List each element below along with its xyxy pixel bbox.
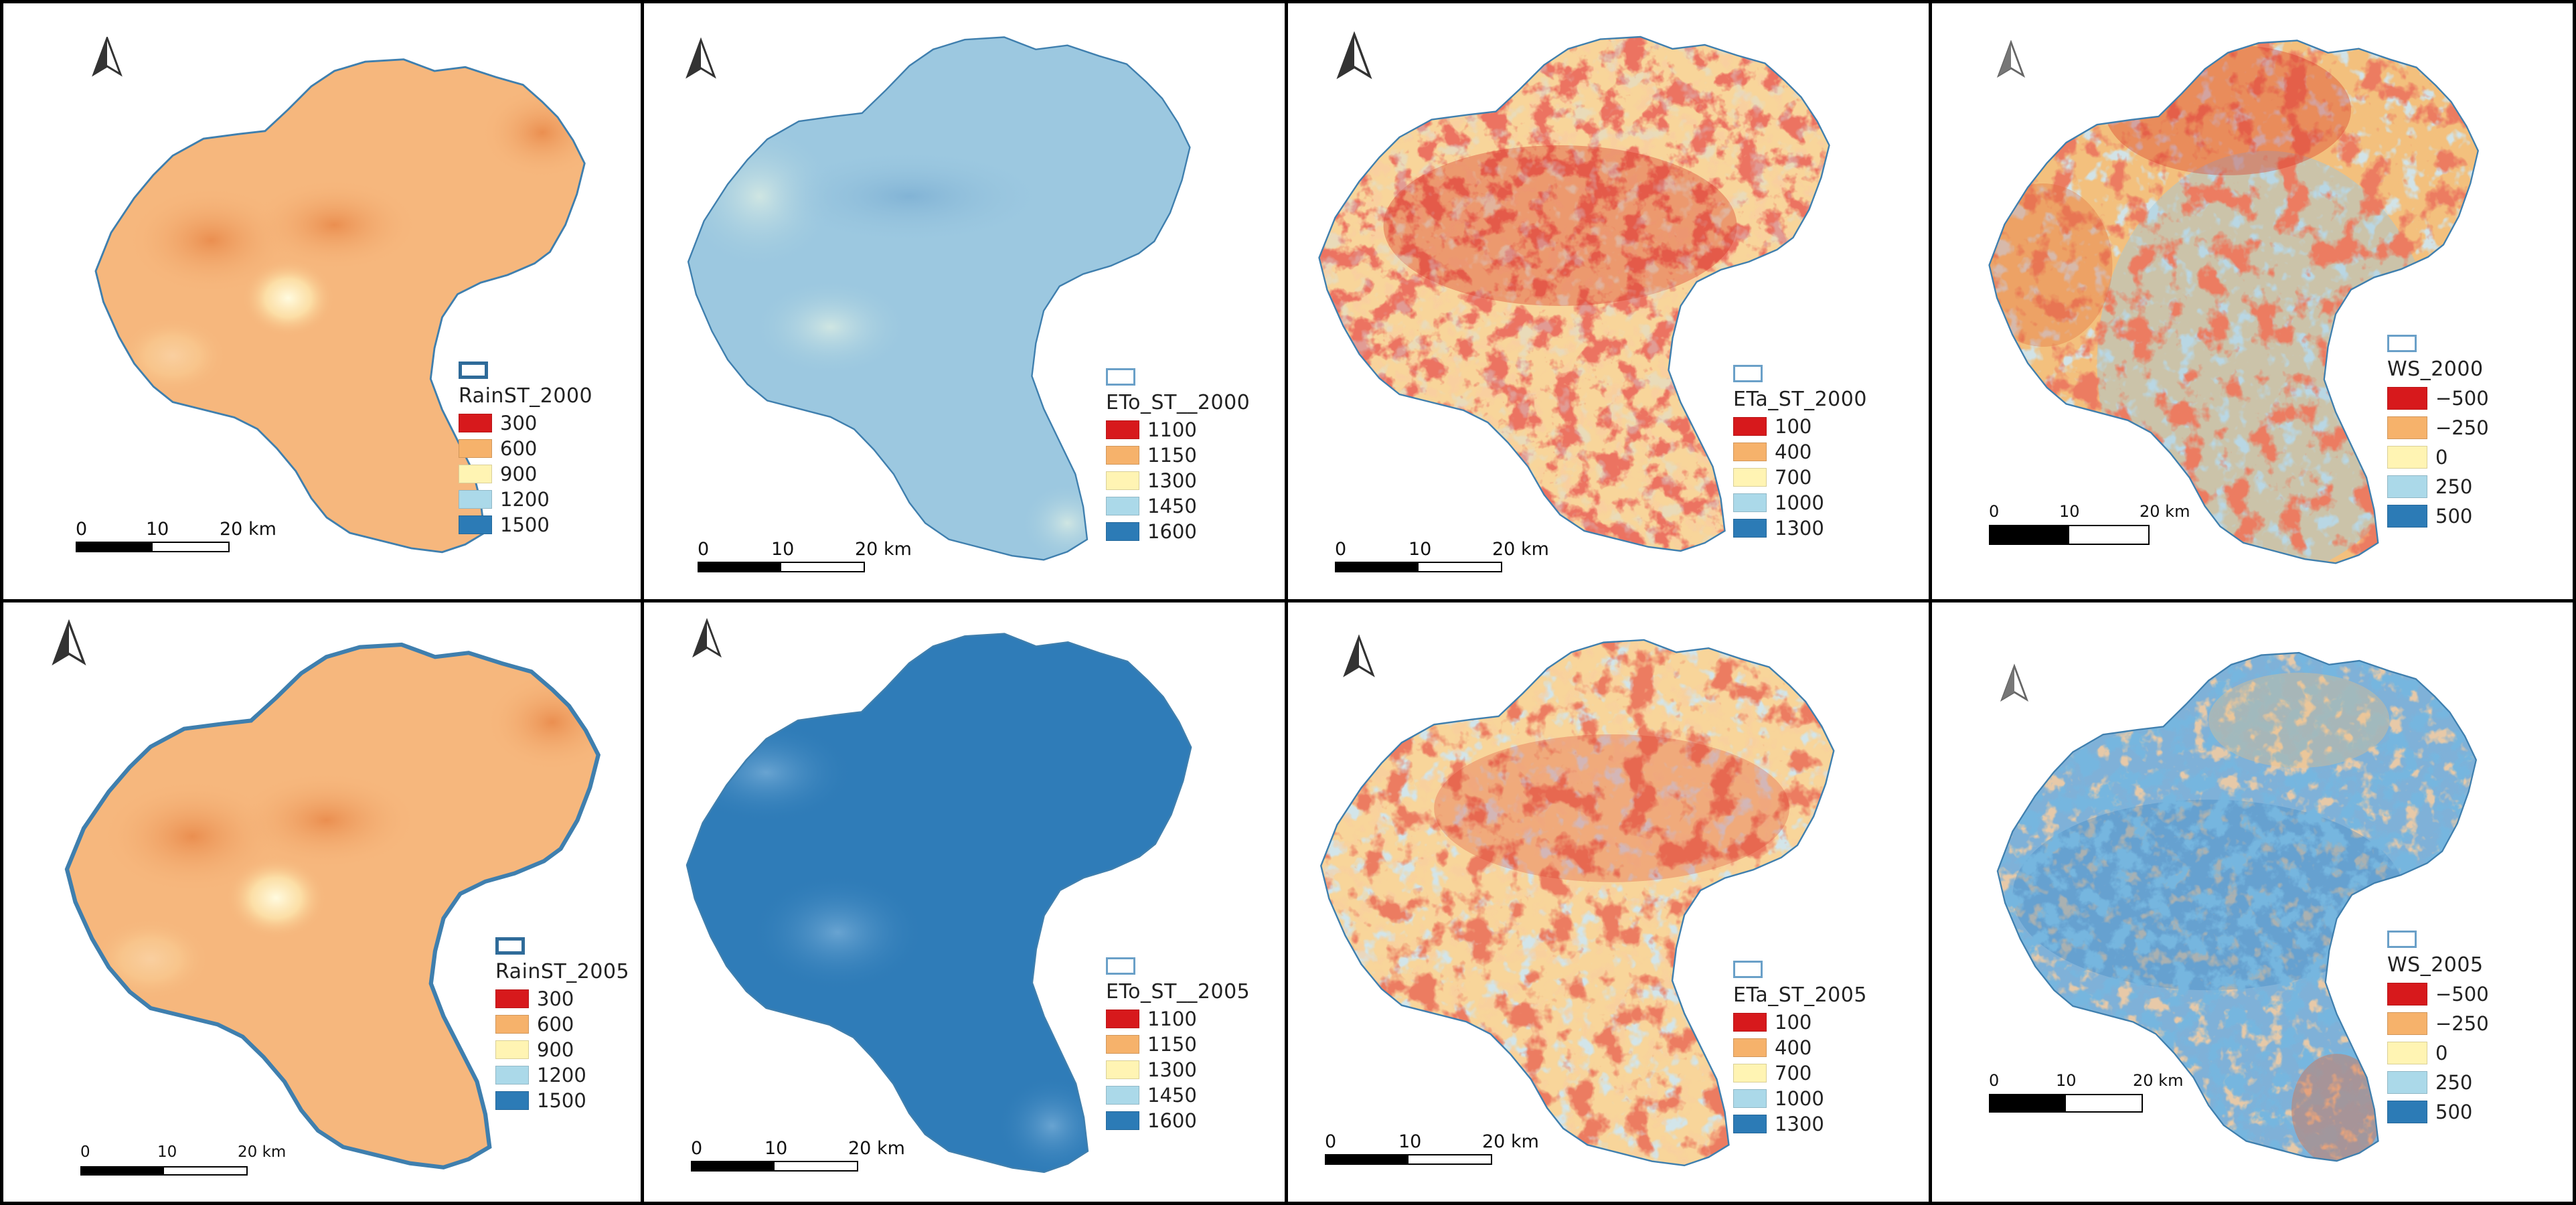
legend-item: 100 bbox=[1733, 1010, 1867, 1035]
legend-item: 1300 bbox=[1733, 1111, 1867, 1137]
legend: RainST_2000 300 600 900 1200 1500 bbox=[459, 362, 592, 538]
legend: RainST_2005 300 600 900 1200 1500 bbox=[495, 937, 629, 1113]
legend: ETa_ST_2005 100 400 700 1000 1300 bbox=[1733, 961, 1867, 1137]
legend-item: 250 bbox=[2387, 472, 2489, 501]
panel-rain-2005: RainST_2005 300 600 900 1200 1500 0 10 2… bbox=[0, 602, 644, 1205]
legend-title: ETo_ST__2005 bbox=[1106, 980, 1251, 1003]
legend-item: 1450 bbox=[1106, 493, 1250, 519]
panel-ws-2005: WS_2005 −500 −250 0 250 500 0 10 20 km bbox=[1932, 602, 2576, 1205]
legend-item: 0 bbox=[2387, 443, 2489, 472]
legend-outline-swatch bbox=[1106, 957, 1135, 975]
legend-item: 250 bbox=[2387, 1068, 2489, 1097]
legend-outline-swatch bbox=[459, 362, 488, 379]
legend-item: 500 bbox=[2387, 501, 2489, 531]
north-arrow-icon bbox=[50, 619, 88, 670]
legend-item: 400 bbox=[1733, 1035, 1867, 1060]
legend: ETo_ST__2000 1100 1150 1300 1450 1600 bbox=[1106, 368, 1250, 544]
north-arrow-icon bbox=[1342, 633, 1376, 684]
scale-bar: 0 10 20 km bbox=[1989, 1071, 2183, 1113]
legend-outline-swatch bbox=[495, 937, 525, 955]
legend-item: 1300 bbox=[1106, 1057, 1250, 1082]
panel-eto-2005: ETo_ST__2005 1100 1150 1300 1450 1600 0 … bbox=[644, 602, 1288, 1205]
north-arrow-icon bbox=[1999, 663, 2030, 707]
north-arrow-icon bbox=[691, 617, 723, 663]
legend-item: 0 bbox=[2387, 1038, 2489, 1068]
legend-item: 500 bbox=[2387, 1097, 2489, 1127]
legend: WS_2000 −500 −250 0 250 500 bbox=[2387, 335, 2489, 531]
scale-bar: 0 10 20 km bbox=[1325, 1131, 1539, 1165]
legend-item: 1100 bbox=[1106, 1006, 1250, 1032]
legend-item: 700 bbox=[1733, 465, 1867, 490]
legend-outline-swatch bbox=[1733, 961, 1763, 978]
legend-item: 600 bbox=[495, 1012, 629, 1037]
legend-item: 1000 bbox=[1733, 1086, 1867, 1111]
basin-map bbox=[687, 36, 1191, 561]
legend-item: 700 bbox=[1733, 1060, 1867, 1086]
legend-outline-swatch bbox=[1106, 368, 1135, 386]
scale-bar: 0 10 20 km bbox=[1335, 539, 1549, 572]
legend-title: ETo_ST__2000 bbox=[1106, 391, 1251, 414]
legend-item: 300 bbox=[459, 410, 592, 436]
legend-title: WS_2000 bbox=[2387, 357, 2484, 381]
legend: ETo_ST__2005 1100 1150 1300 1450 1600 bbox=[1106, 957, 1250, 1133]
legend-item: 1150 bbox=[1106, 1032, 1250, 1057]
legend-title: RainST_2000 bbox=[459, 384, 593, 408]
legend-item: 1000 bbox=[1733, 490, 1867, 515]
north-arrow-icon bbox=[684, 37, 718, 84]
legend: WS_2005 −500 −250 0 250 500 bbox=[2387, 931, 2489, 1127]
scale-bar: 0 10 20 km bbox=[80, 1143, 286, 1176]
legend-item: 1500 bbox=[495, 1088, 629, 1113]
legend-item: −250 bbox=[2387, 413, 2489, 443]
legend-item: −250 bbox=[2387, 1009, 2489, 1038]
legend-item: 1100 bbox=[1106, 417, 1250, 443]
legend-title: ETa_ST_2000 bbox=[1733, 388, 1867, 411]
legend-item: 1300 bbox=[1733, 515, 1867, 541]
legend-item: 1600 bbox=[1106, 519, 1250, 544]
scale-bar: 0 10 20 km bbox=[691, 1138, 905, 1172]
legend-item: 900 bbox=[495, 1037, 629, 1062]
basin-map bbox=[686, 633, 1192, 1174]
legend-outline-swatch bbox=[2387, 931, 2417, 948]
basin-map bbox=[1318, 35, 1830, 552]
legend-item: 900 bbox=[459, 461, 592, 487]
scale-bar: 0 10 20 km bbox=[1989, 502, 2190, 545]
legend-title: RainST_2005 bbox=[495, 960, 630, 983]
legend-item: 1150 bbox=[1106, 443, 1250, 468]
legend-item: 600 bbox=[459, 436, 592, 461]
legend-item: 1500 bbox=[459, 512, 592, 538]
north-arrow-icon bbox=[90, 35, 124, 80]
legend-item: 400 bbox=[1733, 439, 1867, 465]
basin-map bbox=[94, 58, 586, 554]
legend-title: ETa_ST_2005 bbox=[1733, 983, 1867, 1007]
legend-item: 1600 bbox=[1106, 1108, 1250, 1133]
legend-outline-swatch bbox=[2387, 335, 2417, 352]
panel-eta-2000: ETa_ST_2000 100 400 700 1000 1300 0 10 2… bbox=[1288, 0, 1932, 602]
legend-item: 1200 bbox=[495, 1062, 629, 1088]
legend-outline-swatch bbox=[1733, 365, 1763, 382]
legend-title: WS_2005 bbox=[2387, 953, 2484, 977]
scale-bar: 0 10 20 km bbox=[76, 519, 276, 552]
legend-item: 1300 bbox=[1106, 468, 1250, 493]
panel-eto-2000: ETo_ST__2000 1100 1150 1300 1450 1600 0 … bbox=[644, 0, 1288, 602]
legend-item: −500 bbox=[2387, 979, 2489, 1009]
panel-ws-2000: WS_2000 −500 −250 0 250 500 0 10 20 km bbox=[1932, 0, 2576, 602]
scale-bar: 0 10 20 km bbox=[698, 539, 912, 572]
legend-item: 100 bbox=[1733, 414, 1867, 439]
legend-item: 1450 bbox=[1106, 1082, 1250, 1108]
legend-item: 300 bbox=[495, 986, 629, 1012]
legend-item: −500 bbox=[2387, 384, 2489, 413]
panel-eta-2005: ETa_ST_2005 100 400 700 1000 1300 0 10 2… bbox=[1288, 602, 1932, 1205]
north-arrow-icon bbox=[1996, 39, 2026, 82]
north-arrow-icon bbox=[1335, 30, 1374, 85]
legend-item: 1200 bbox=[459, 487, 592, 512]
panel-rain-2000: RainST_2000 300 600 900 1200 1500 0 10 2… bbox=[0, 0, 644, 602]
legend: ETa_ST_2000 100 400 700 1000 1300 bbox=[1733, 365, 1867, 541]
